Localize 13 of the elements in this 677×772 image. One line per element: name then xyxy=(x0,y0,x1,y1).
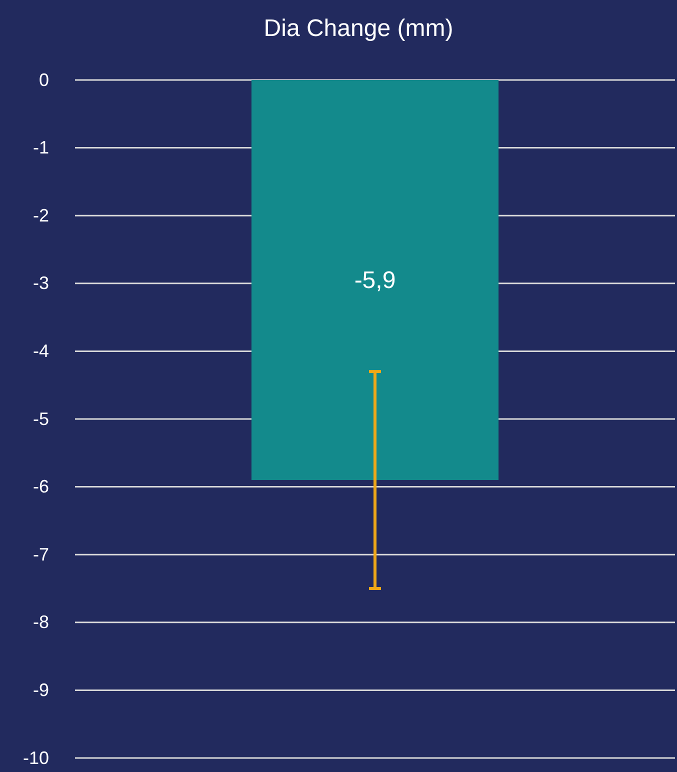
y-tick-label: -10 xyxy=(22,748,49,768)
y-tick-label: -4 xyxy=(32,340,49,361)
y-tick-label: -2 xyxy=(32,205,49,226)
y-tick-label: -8 xyxy=(32,612,49,632)
y-tick-label: -9 xyxy=(32,680,49,700)
y-tick-label: -3 xyxy=(32,273,49,294)
chart-title: Dia Change (mm) xyxy=(264,15,454,42)
y-tick-label: -6 xyxy=(32,476,49,497)
y-tick-label: 0 xyxy=(38,70,49,90)
y-tick-label: -5 xyxy=(32,408,49,429)
y-tick-label: -7 xyxy=(32,544,49,564)
y-tick-label: -1 xyxy=(32,138,49,158)
data-label: -5,9 xyxy=(354,267,396,294)
